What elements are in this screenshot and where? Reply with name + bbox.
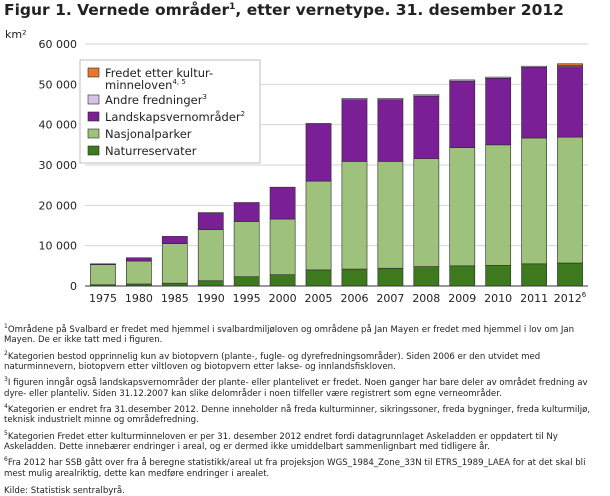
bar-segment: [197, 229, 224, 282]
bar-segment: [521, 65, 547, 68]
legend-label: Fredet etter kultur-: [105, 66, 213, 80]
bar-segment: [557, 136, 583, 264]
y-tick-label: 60 000: [39, 38, 78, 51]
bar-segment: [341, 99, 368, 162]
bar-segment: [377, 267, 404, 287]
bar-segment: [485, 77, 512, 146]
stacked-bar-chart: km² 0 10 000 20 000 30 000 40 000 50 000 60 000…: [5, 28, 588, 305]
bar-segment: [233, 221, 260, 278]
bar-segment: [377, 98, 404, 100]
legend-swatch: [87, 145, 100, 156]
bar-segment: [485, 144, 512, 266]
bar-segment: [126, 257, 152, 262]
bar-segment: [90, 264, 116, 286]
footnotes: 1Områdene på Svalbard er fredet med hjem…: [4, 322, 606, 496]
footnote-1: 1Områdene på Svalbard er fredet med hjem…: [4, 323, 575, 346]
bar-segment: [269, 274, 296, 287]
legend-label: Andre fredninger3: [105, 93, 207, 107]
bar-segment: [377, 161, 404, 269]
footnote-5: 5Kategorien Fredet etter kulturminnelove…: [4, 429, 558, 452]
x-tick-label: 2011: [520, 292, 548, 305]
x-tick-label: 20126: [554, 291, 587, 305]
x-tick-label: 1985: [161, 292, 189, 305]
bar-segment: [557, 66, 583, 138]
bar-segment: [449, 147, 476, 267]
bar-segment: [161, 236, 188, 244]
x-tick-label: 2005: [305, 292, 333, 305]
bar-segment: [233, 202, 260, 222]
bar-segment: [521, 263, 547, 287]
legend-label: Landskapsvernområder2: [105, 110, 245, 124]
bar-segment: [197, 280, 224, 287]
bar-segment: [305, 269, 332, 287]
bar-segment: [341, 268, 368, 287]
bar-segment: [449, 80, 476, 148]
bar-segment: [126, 260, 152, 285]
x-tick-label: 2009: [448, 292, 476, 305]
legend-swatch: [87, 128, 100, 139]
legend-label: Naturreservater: [105, 144, 197, 158]
bar-segment: [269, 186, 296, 220]
legend-label: minneloven4, 5: [105, 78, 186, 92]
bar-segment: [485, 265, 512, 287]
bar-segment: [305, 123, 332, 182]
bar-segment: [413, 158, 440, 267]
bar-segment: [90, 263, 116, 265]
bar-segment: [557, 262, 583, 287]
figure-title: Figur 1. Vernede områder1, etter vernety…: [4, 1, 564, 19]
bar-segment: [449, 79, 476, 82]
y-tick-label: 20 000: [39, 199, 78, 212]
bar-segment: [521, 67, 547, 139]
y-tick-label: 50 000: [39, 78, 78, 91]
bar-segment: [413, 95, 440, 159]
x-tick-label: 1980: [125, 292, 153, 305]
y-tick-label: 40 000: [39, 119, 78, 132]
x-tick-label: 2000: [269, 292, 297, 305]
bar-segment: [341, 98, 368, 100]
bar-segment: [377, 99, 404, 162]
x-tick-label: 2010: [484, 292, 512, 305]
bar-segment: [305, 180, 332, 271]
bar-segment: [269, 218, 296, 276]
x-tick-label: 1995: [233, 292, 261, 305]
footnote-2: 2Kategorien bestod opprinnelig kun av bi…: [4, 349, 541, 372]
footnote-3: 3I figuren inngår også landskapsvernområ…: [4, 376, 588, 399]
x-tick-label: 2006: [340, 292, 368, 305]
y-tick-label: 10 000: [39, 240, 78, 253]
bar-segment: [521, 137, 547, 265]
bar-segment: [161, 243, 188, 284]
y-tick-label: 30 000: [39, 159, 78, 172]
x-tick-label: 1990: [197, 292, 225, 305]
legend-label: Nasjonalparker: [105, 127, 192, 141]
y-tick-label: 0: [70, 280, 77, 293]
legend-swatch: [87, 94, 100, 105]
legend-swatch: [87, 111, 100, 122]
bar-segment: [413, 266, 440, 287]
bar-segment: [341, 161, 368, 270]
bar-segment: [413, 94, 440, 97]
bar-segment: [557, 63, 583, 66]
x-tick-label: 2008: [412, 292, 440, 305]
x-tick-label: 1975: [89, 292, 117, 305]
footnote-6: 6Fra 2012 har SSB gått over fra å beregn…: [4, 456, 586, 479]
bar-segment: [485, 76, 512, 79]
y-axis-unit-label: km²: [5, 28, 27, 41]
legend-box: [79, 59, 261, 164]
footnote-4: 4Kategorien er endret fra 31.desember 20…: [4, 403, 591, 426]
legend-swatch: [87, 67, 100, 78]
bar-segment: [233, 276, 260, 287]
bar-segment: [197, 212, 224, 230]
bar-segment: [449, 265, 476, 287]
x-tick-label: 2007: [376, 292, 404, 305]
